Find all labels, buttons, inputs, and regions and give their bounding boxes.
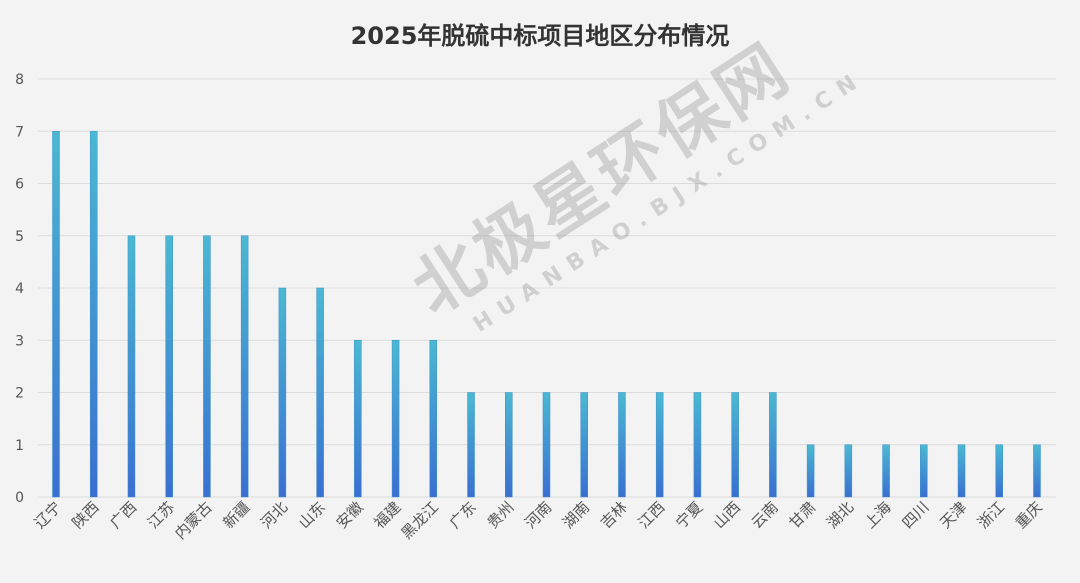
bar bbox=[618, 392, 626, 498]
bar bbox=[806, 444, 815, 498]
x-tick-label: 内蒙古 bbox=[171, 498, 216, 543]
x-tick-label: 广西 bbox=[106, 498, 140, 532]
bar bbox=[580, 392, 588, 498]
bar bbox=[844, 444, 853, 498]
bar bbox=[429, 340, 438, 498]
bar bbox=[1033, 444, 1041, 498]
bar bbox=[165, 235, 173, 498]
y-tick-label: 0 bbox=[15, 490, 24, 506]
x-tick-label: 新疆 bbox=[220, 498, 254, 532]
bar bbox=[693, 392, 702, 498]
y-tick-label: 6 bbox=[15, 177, 24, 193]
x-tick-label: 上海 bbox=[861, 498, 895, 532]
x-tick-label: 广东 bbox=[446, 498, 480, 532]
bar bbox=[920, 444, 928, 498]
x-tick-label: 甘肃 bbox=[785, 498, 819, 532]
bar bbox=[655, 392, 664, 498]
x-tick-label: 宁夏 bbox=[672, 498, 706, 532]
y-tick-label: 2 bbox=[15, 386, 24, 402]
x-tick-label: 山东 bbox=[295, 498, 329, 532]
x-tick-label: 吉林 bbox=[597, 498, 631, 532]
x-tick-label: 湖南 bbox=[559, 498, 593, 532]
chart-title: 2025年脱硫中标项目地区分布情况 bbox=[350, 22, 730, 50]
x-tick-label: 黑龙江 bbox=[398, 498, 443, 543]
bar bbox=[731, 392, 739, 498]
bar bbox=[391, 340, 400, 498]
bar bbox=[127, 235, 136, 498]
bar bbox=[52, 131, 60, 498]
bar bbox=[240, 235, 249, 498]
bar bbox=[769, 392, 777, 498]
x-tick-label: 重庆 bbox=[1012, 498, 1046, 532]
x-tick-label: 安徽 bbox=[333, 498, 367, 532]
x-tick-label: 河南 bbox=[521, 498, 555, 532]
bar bbox=[505, 392, 513, 498]
bar bbox=[467, 392, 475, 498]
x-tick-label: 辽宁 bbox=[31, 498, 65, 532]
bar bbox=[278, 287, 287, 498]
x-tick-label: 云南 bbox=[748, 498, 782, 532]
x-tick-label: 山西 bbox=[710, 498, 744, 532]
y-tick-label: 5 bbox=[15, 229, 24, 245]
bar bbox=[316, 287, 324, 498]
x-tick-label: 河北 bbox=[257, 498, 291, 532]
x-tick-label: 贵州 bbox=[484, 498, 518, 532]
bar bbox=[354, 340, 362, 498]
bar bbox=[542, 392, 551, 498]
bar bbox=[995, 444, 1003, 498]
y-tick-label: 8 bbox=[15, 72, 24, 88]
y-tick-label: 4 bbox=[15, 281, 24, 297]
y-tick-label: 3 bbox=[15, 333, 24, 349]
x-tick-label: 天津 bbox=[936, 498, 970, 532]
x-tick-label: 陕西 bbox=[69, 498, 103, 532]
x-tick-label: 江西 bbox=[635, 498, 669, 532]
bar bbox=[89, 131, 98, 498]
x-tick-label: 四川 bbox=[899, 498, 933, 532]
x-tick-label: 湖北 bbox=[823, 498, 857, 532]
y-tick-label: 7 bbox=[15, 124, 24, 140]
bar bbox=[882, 444, 890, 498]
y-tick-label: 1 bbox=[15, 438, 24, 454]
bar bbox=[957, 444, 966, 498]
bar bbox=[203, 235, 211, 498]
x-tick-label: 浙江 bbox=[974, 498, 1008, 532]
